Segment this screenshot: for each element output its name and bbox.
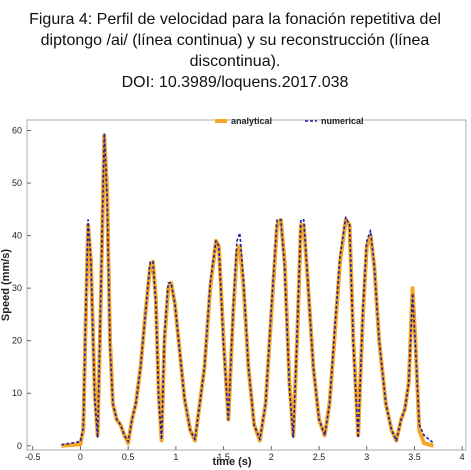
x-axis-label: time (s) (212, 456, 251, 468)
y-tick-label: 10 (12, 388, 22, 398)
x-tick-label: 1.5 (217, 452, 230, 462)
x-tick-label: 3 (364, 452, 369, 462)
x-tick-label: 2.5 (313, 452, 326, 462)
x-tick-label: 3.5 (408, 452, 421, 462)
y-axis-label: Speed (mm/s) (0, 249, 12, 321)
title-line: Figura 4: Perfil de velocidad para la fo… (29, 11, 441, 28)
legend-label: numerical (321, 116, 364, 126)
x-tick-label: 0 (78, 452, 83, 462)
x-tick-label: 0.5 (122, 452, 135, 462)
y-tick-label: 0 (17, 441, 22, 451)
y-tick-label: 20 (12, 336, 22, 346)
title: Figura 4: Perfil de velocidad para la fo… (29, 11, 441, 91)
title-line: diptongo /ai/ (línea continua) y su reco… (41, 32, 430, 49)
y-tick-label: 60 (12, 126, 22, 136)
title-line: DOI: 10.3989/loquens.2017.038 (122, 74, 349, 91)
plot-frame (26, 119, 467, 451)
x-tick-label: -0.5 (25, 452, 41, 462)
legend-label: analytical (231, 116, 272, 126)
y-tick-label: 50 (12, 178, 22, 188)
line-numerical (61, 132, 435, 446)
x-tick-label: 2 (269, 452, 274, 462)
x-tick-label: 4 (460, 452, 465, 462)
line-analytical (61, 133, 435, 448)
y-tick-label: 40 (12, 231, 22, 241)
y-tick-label: 30 (12, 283, 22, 293)
x-tick-label: 1 (173, 452, 178, 462)
title-line: discontinua). (190, 53, 281, 70)
